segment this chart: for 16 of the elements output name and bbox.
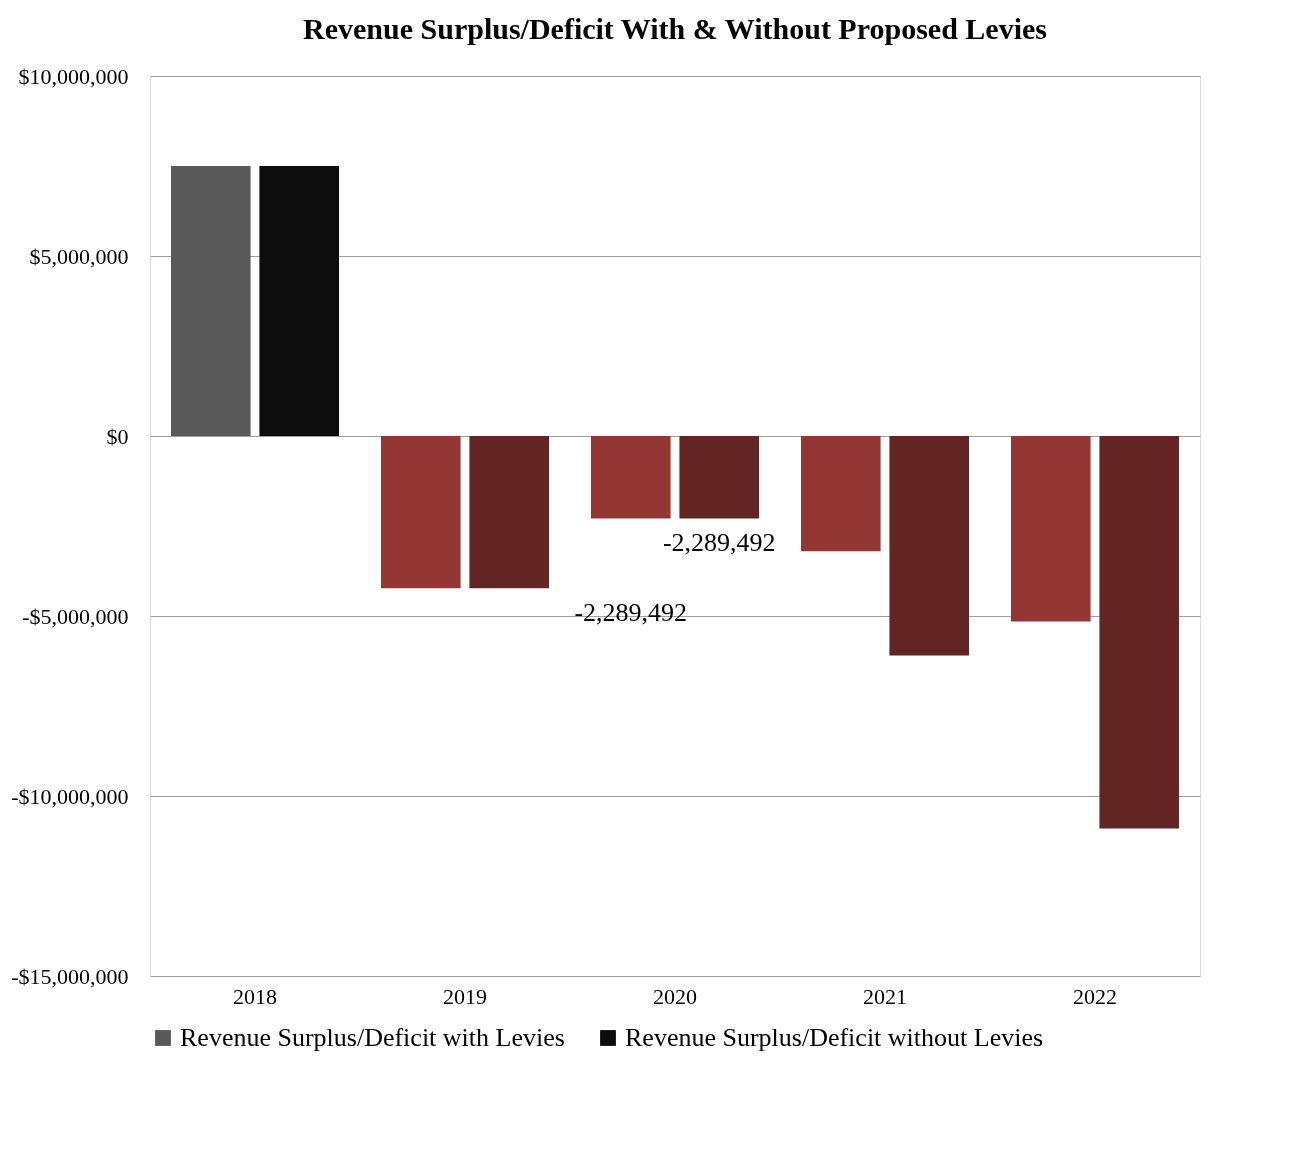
- y-tick-label: $5,000,000: [29, 243, 129, 269]
- x-tick-label: 2021: [863, 983, 907, 1009]
- y-tick-label: -$10,000,000: [11, 783, 129, 809]
- data-label: -2,289,492: [574, 598, 688, 628]
- x-tick-label: 2019: [443, 983, 487, 1009]
- y-tick-label: $0: [106, 423, 129, 449]
- x-tick-label: 2022: [1073, 983, 1117, 1009]
- x-tick-label: 2020: [653, 983, 697, 1009]
- legend-label: Revenue Surplus/Deficit without Levies: [625, 1023, 1044, 1052]
- data-label: -2,289,492: [662, 528, 776, 558]
- y-tick-label: $10,000,000: [18, 63, 129, 89]
- chart-title: Revenue Surplus/Deficit With & Without Proposed Levies: [303, 12, 1047, 45]
- legend-label: Revenue Surplus/Deficit with Levies: [180, 1023, 565, 1052]
- x-tick-label: 2018: [233, 983, 277, 1009]
- y-tick-label: -$15,000,000: [11, 963, 129, 989]
- y-tick-label: -$5,000,000: [22, 603, 129, 629]
